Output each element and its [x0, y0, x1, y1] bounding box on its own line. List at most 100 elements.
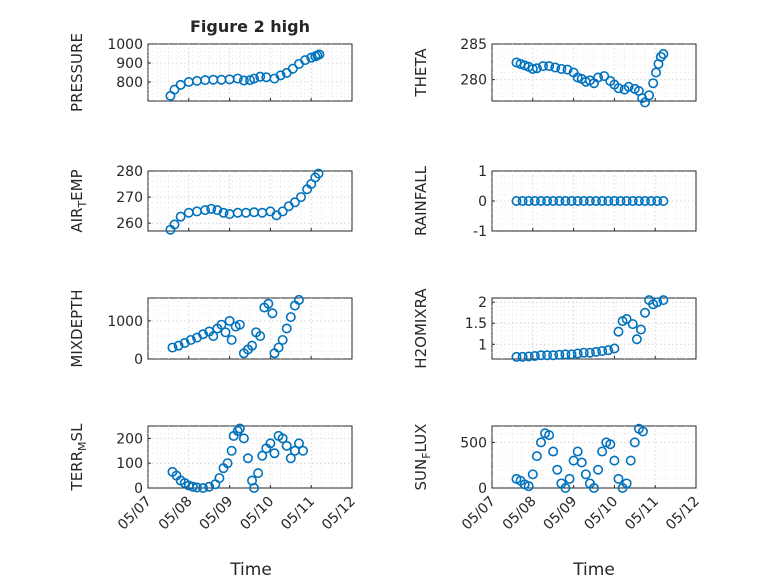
- data-point: [529, 196, 540, 207]
- data-point: [535, 196, 546, 207]
- data-point: [646, 196, 657, 207]
- y-tick-label: 1000: [107, 37, 143, 53]
- data-point: [591, 196, 602, 207]
- data-point: [535, 437, 546, 448]
- data-point: [613, 83, 624, 94]
- data-point: [580, 469, 591, 480]
- y-tick-label: 800: [116, 75, 143, 91]
- data-point: [578, 347, 589, 358]
- data-point: [548, 350, 559, 361]
- data-point: [293, 294, 304, 305]
- data-point: [597, 196, 608, 207]
- series-pressure: [165, 49, 325, 101]
- data-point: [621, 196, 632, 207]
- y-tick-label: 280: [460, 73, 487, 89]
- data-point: [523, 481, 534, 492]
- data-point: [623, 81, 634, 92]
- data-point: [613, 326, 624, 337]
- data-point: [247, 340, 258, 351]
- data-point: [605, 439, 616, 450]
- data-point: [572, 348, 583, 359]
- data-point: [578, 196, 589, 207]
- data-point: [169, 219, 180, 230]
- data-point: [206, 203, 217, 214]
- data-point: [572, 446, 583, 457]
- data-point: [609, 196, 620, 207]
- data-point: [621, 478, 632, 489]
- data-point: [285, 312, 296, 323]
- data-point: [255, 331, 266, 342]
- data-point: [658, 196, 669, 207]
- axes-air-temp: 260 270 280 AIRTEMP: [68, 164, 353, 235]
- data-point: [281, 323, 292, 334]
- data-point: [562, 64, 573, 75]
- y-axis-label-theta: THETA: [412, 48, 430, 98]
- data-point: [572, 196, 583, 207]
- data-point: [175, 211, 186, 222]
- plot-area-terr-msl: [147, 425, 353, 489]
- data-point: [566, 196, 577, 207]
- data-point: [637, 426, 648, 437]
- data-point: [187, 481, 198, 492]
- data-point: [560, 196, 571, 207]
- data-point: [232, 73, 243, 84]
- y-tick-label: 100: [116, 456, 143, 472]
- data-point: [277, 334, 288, 345]
- y-tick-label: 270: [116, 190, 143, 206]
- data-point: [609, 343, 620, 354]
- data-point: [658, 48, 669, 59]
- data-point: [523, 351, 534, 362]
- data-point: [552, 464, 563, 475]
- data-point: [511, 196, 522, 207]
- data-point: [238, 75, 249, 86]
- y-tick-label: 2: [478, 295, 487, 311]
- data-point: [191, 482, 202, 493]
- data-point: [214, 473, 225, 484]
- data-point: [234, 423, 245, 434]
- data-point: [560, 482, 571, 493]
- data-point: [167, 342, 178, 353]
- data-point: [511, 351, 522, 362]
- data-point: [517, 351, 528, 362]
- axes-rainfall: -1 0 1 RAINFALL: [412, 164, 697, 240]
- data-point: [222, 458, 233, 469]
- axes-theta: 280 285 THETA: [412, 37, 697, 108]
- data-point: [289, 197, 300, 208]
- data-point: [208, 331, 219, 342]
- y-tick-label: 1: [478, 164, 487, 180]
- data-point: [603, 196, 614, 207]
- data-point: [298, 445, 309, 456]
- data-point: [293, 438, 304, 449]
- series-theta: [511, 48, 669, 108]
- data-point: [597, 346, 608, 357]
- data-point: [639, 97, 650, 108]
- data-point: [281, 440, 292, 451]
- data-point: [564, 473, 575, 484]
- x-axis-label-left: Time: [229, 560, 272, 580]
- data-point: [603, 345, 614, 356]
- data-point: [204, 481, 215, 492]
- chart-title: Figure 2 high: [190, 17, 310, 36]
- data-point: [267, 308, 278, 319]
- y-axis-label-air-temp: AIRTEMP: [68, 169, 89, 232]
- data-point: [212, 205, 223, 216]
- y-axis-label-h2omixra: H2OMIXRA: [412, 288, 430, 369]
- data-point: [548, 446, 559, 457]
- y-tick-label: 260: [116, 216, 143, 232]
- data-point: [566, 349, 577, 360]
- y-tick-label: 500: [460, 435, 487, 451]
- data-point: [544, 61, 555, 72]
- data-point: [593, 464, 604, 475]
- y-axis-label-pressure: PRESSURE: [68, 33, 86, 112]
- data-point: [588, 482, 599, 493]
- data-point: [234, 319, 245, 330]
- y-axis-label-terr-msl: TERRMSL: [68, 423, 89, 492]
- data-point: [535, 350, 546, 361]
- data-point: [627, 319, 638, 330]
- data-point: [591, 346, 602, 357]
- data-point: [220, 327, 231, 338]
- data-point: [313, 168, 324, 179]
- data-point: [198, 482, 209, 493]
- data-point: [542, 196, 553, 207]
- data-point: [544, 430, 555, 441]
